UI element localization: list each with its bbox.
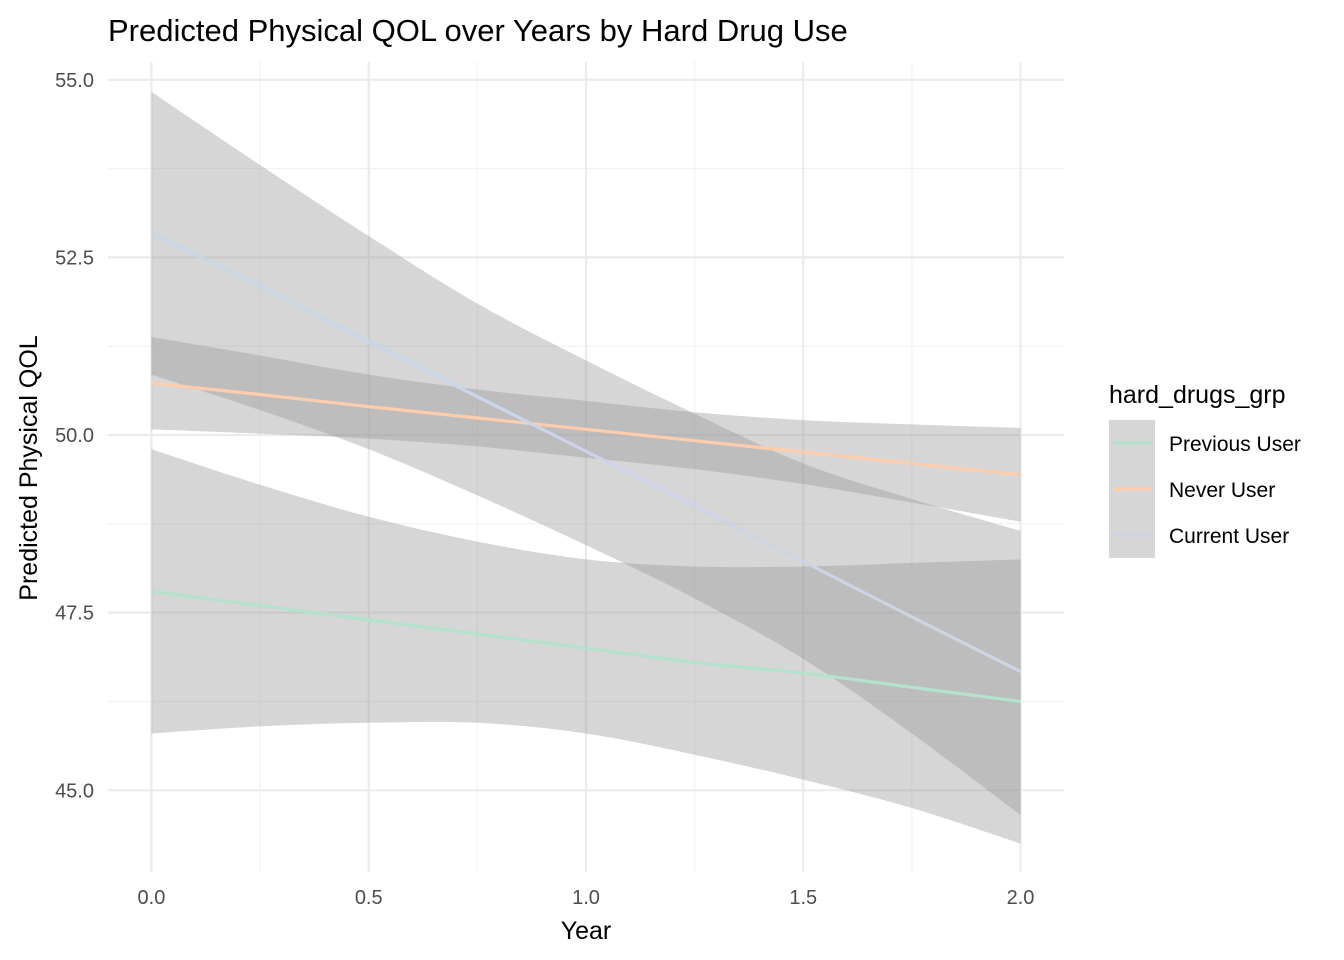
line-never-user bbox=[151, 381, 1021, 477]
y-tick-label: 47.5 bbox=[55, 603, 94, 625]
x-axis-ticks: 0.0 0.5 1.0 1.5 2.0 bbox=[138, 887, 1035, 909]
series-lines bbox=[150, 231, 1022, 704]
line-current-user bbox=[150, 231, 1022, 674]
line-previous-user bbox=[151, 589, 1021, 704]
y-tick-label: 45.0 bbox=[55, 780, 94, 802]
x-tick-label: 1.0 bbox=[572, 887, 600, 909]
major-gridlines bbox=[108, 62, 1064, 872]
y-axis-title: Predicted Physical QOL bbox=[15, 335, 43, 600]
y-axis-ticks: 45.0 47.5 50.0 52.5 55.0 bbox=[55, 70, 94, 803]
x-axis-title: Year bbox=[561, 917, 612, 945]
y-tick-label: 52.5 bbox=[55, 247, 94, 269]
x-tick-label: 0.5 bbox=[355, 887, 383, 909]
legend-label: Previous User bbox=[1169, 433, 1301, 456]
legend: hard_drugs_grp Previous User Never User Cu… bbox=[1109, 381, 1301, 558]
legend-label: Current User bbox=[1169, 525, 1289, 548]
x-tick-label: 0.0 bbox=[138, 887, 166, 909]
ribbon-current-user bbox=[151, 91, 1021, 816]
legend-label: Never User bbox=[1169, 479, 1275, 502]
ribbon-previous-user bbox=[151, 449, 1021, 844]
y-tick-label: 50.0 bbox=[55, 425, 94, 447]
y-tick-label: 55.0 bbox=[55, 70, 94, 92]
x-tick-label: 1.5 bbox=[789, 887, 817, 909]
x-tick-label: 2.0 bbox=[1007, 887, 1035, 909]
legend-title: hard_drugs_grp bbox=[1109, 381, 1286, 409]
chart-title: Predicted Physical QOL over Years by Har… bbox=[108, 13, 848, 48]
